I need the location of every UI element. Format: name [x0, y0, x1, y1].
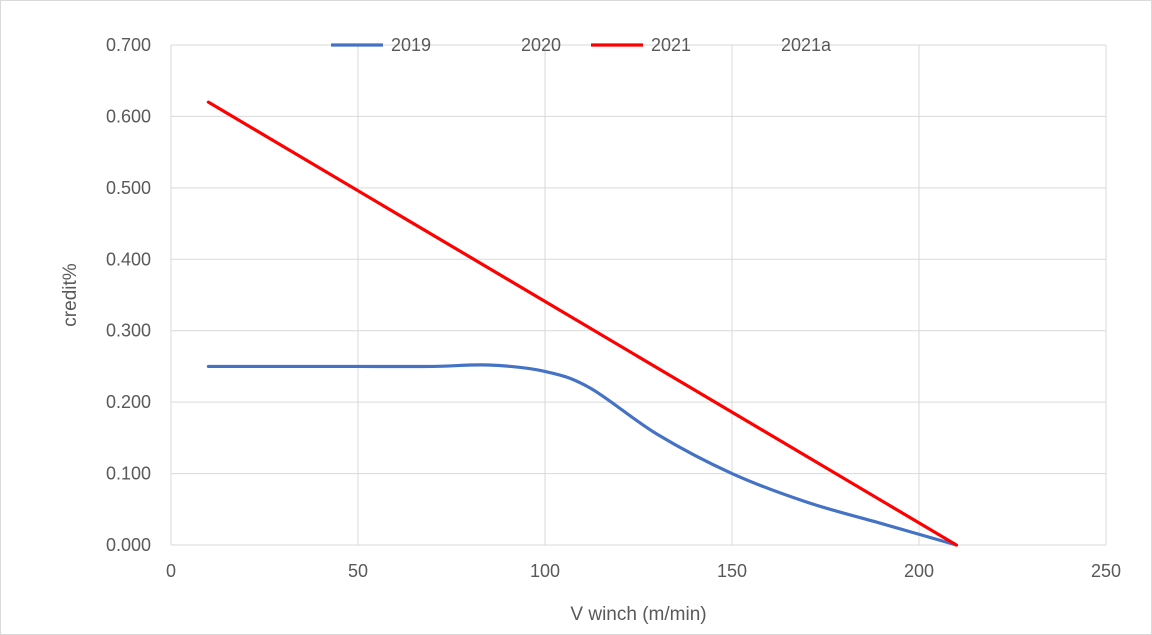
y-tick-label: 0.500 [106, 178, 151, 198]
x-axis-title: V winch (m/min) [570, 604, 706, 625]
legend-label-2021: 2021 [651, 35, 691, 55]
x-tick-label: 100 [530, 561, 560, 581]
legend-label-2019: 2019 [391, 35, 431, 55]
legend-label-2020: 2020 [521, 35, 561, 55]
y-tick-label: 0.300 [106, 321, 151, 341]
axes: 0.000 0.100 0.200 0.300 0.400 0.500 0.600 0.700… [106, 35, 1121, 581]
series-line-2021 [206, 100, 958, 547]
legend-label-2021a: 2021a [781, 35, 832, 55]
series-line-2019 [206, 363, 958, 547]
legend: 2019 2020 2021 2021a [331, 35, 832, 55]
y-tick-label: 0.000 [106, 535, 151, 555]
y-tick-label: 0.700 [106, 35, 151, 55]
x-tick-label: 50 [348, 561, 368, 581]
x-tick-label: 250 [1091, 561, 1121, 581]
x-tick-label: 150 [717, 561, 747, 581]
x-tick-label: 0 [166, 561, 176, 581]
y-tick-label: 0.100 [106, 464, 151, 484]
series-lines [206, 100, 958, 547]
y-tick-label: 0.400 [106, 249, 151, 269]
y-tick-label: 0.200 [106, 392, 151, 412]
y-tick-label: 0.600 [106, 106, 151, 126]
gridlines [170, 44, 1107, 546]
y-axis-title: credit% [60, 263, 81, 326]
x-tick-label: 200 [904, 561, 934, 581]
